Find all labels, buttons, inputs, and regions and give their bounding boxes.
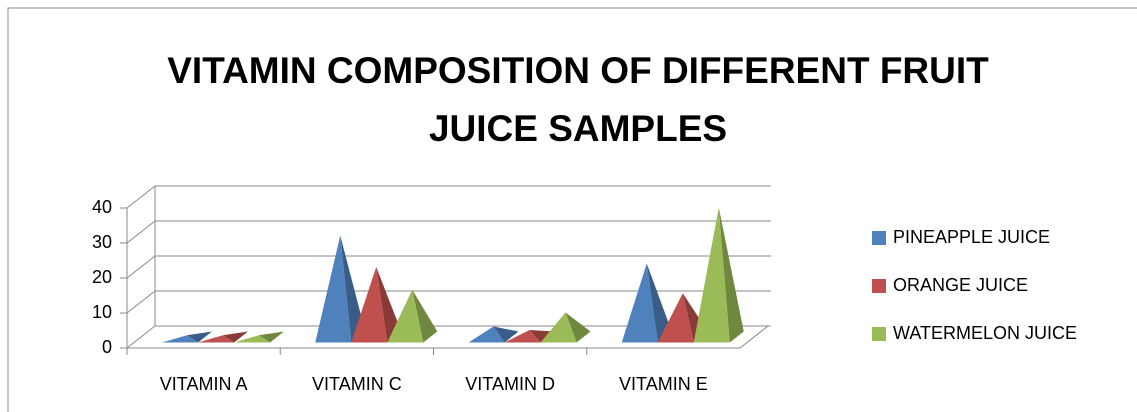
- pyramid: [387, 289, 438, 343]
- y-tick-label: 0: [102, 337, 112, 357]
- pyramid-side: [646, 263, 672, 343]
- pyramid-front: [693, 207, 730, 343]
- chart-title: VITAMIN COMPOSITION OF DIFFERENT FRUIT J…: [167, 50, 989, 149]
- pyramid: [504, 330, 555, 343]
- legend-swatch: [872, 231, 886, 245]
- chart-border: [7, 7, 1137, 412]
- x-tick-label: VITAMIN D: [465, 374, 555, 394]
- pyramid: [621, 263, 672, 343]
- pyramid-front: [621, 263, 658, 343]
- grid-line: [126, 185, 156, 209]
- floor-edge: [739, 325, 769, 349]
- pyramid: [162, 331, 212, 343]
- pyramid-side: [493, 326, 519, 343]
- y-tick-label: 10: [92, 302, 112, 322]
- grid-line: [126, 325, 156, 349]
- grid-line: [126, 290, 156, 314]
- pyramid-side: [376, 267, 402, 343]
- pyramid-side: [565, 312, 591, 343]
- legend-swatch: [872, 279, 886, 293]
- pyramid-front: [468, 326, 505, 343]
- y-tick-label: 40: [92, 197, 112, 217]
- pyramid-side: [223, 331, 248, 343]
- pyramid-front: [657, 293, 694, 343]
- pyramid: [315, 235, 366, 343]
- x-tick-label: VITAMIN E: [619, 374, 708, 394]
- x-tick-label: VITAMIN C: [312, 374, 402, 394]
- legend-swatch: [872, 327, 886, 341]
- pyramid-side: [259, 331, 284, 343]
- legend-label: PINEAPPLE JUICE: [893, 227, 1050, 247]
- pyramid: [234, 331, 284, 343]
- grid-line: [126, 255, 156, 279]
- legend-label: ORANGE JUICE: [893, 275, 1028, 295]
- pyramid-side: [529, 330, 555, 343]
- pyramid-front: [540, 312, 577, 343]
- y-tick-label: 30: [92, 232, 112, 252]
- pyramid-front: [234, 335, 270, 343]
- pyramid-front: [198, 335, 234, 343]
- pyramid: [351, 267, 402, 343]
- pyramid-side: [187, 331, 212, 343]
- grid-line: [126, 220, 156, 244]
- pyramid-side: [718, 207, 744, 343]
- x-tick-label: VITAMIN A: [160, 374, 248, 394]
- pyramid: [198, 331, 248, 343]
- y-tick-label: 20: [92, 267, 112, 287]
- pyramid-front: [504, 330, 541, 343]
- legend-label: WATERMELON JUICE: [893, 323, 1077, 343]
- pyramid: [693, 207, 744, 343]
- pyramid: [468, 326, 519, 343]
- pyramid-side: [412, 289, 438, 343]
- pyramid-side: [340, 235, 366, 343]
- pyramid: [540, 312, 591, 343]
- pyramid-front: [315, 235, 352, 343]
- pyramid-front: [162, 335, 198, 343]
- pyramid-front: [387, 289, 424, 343]
- pyramid-front: [351, 267, 388, 343]
